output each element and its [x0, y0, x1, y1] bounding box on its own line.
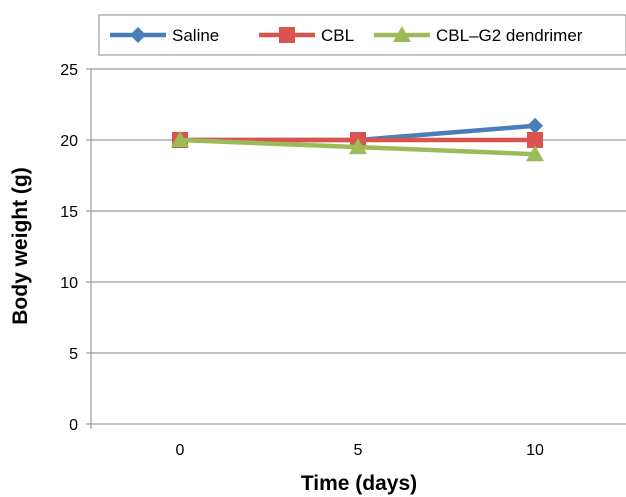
y-tick-labels: 0 5 10 15 20 25 — [60, 62, 78, 434]
y-tick-label: 15 — [60, 204, 78, 221]
legend-label: Saline — [172, 26, 219, 45]
y-tick-label: 10 — [60, 275, 78, 292]
data-point — [527, 117, 543, 134]
gridlines — [86, 68, 626, 425]
x-tick-label: 10 — [526, 442, 544, 459]
data-point — [526, 145, 544, 162]
x-tick-label: 0 — [176, 442, 185, 459]
legend: Saline CBL CBL–G2 dendrimer — [98, 14, 626, 56]
series-CBL–G2 dendrimer — [171, 131, 544, 162]
legend-swatch-marker — [130, 27, 146, 43]
legend-swatch-marker — [393, 26, 411, 42]
x-axis-title: Time (days) — [301, 472, 417, 495]
x-tick-label: 5 — [354, 442, 363, 459]
y-tick-label: 5 — [69, 346, 78, 363]
y-axis-title: Body weight (g) — [9, 167, 32, 324]
y-tick-label: 25 — [60, 62, 78, 79]
x-tick-labels: 0 5 10 — [176, 442, 544, 459]
data-point — [171, 131, 189, 147]
data-point — [349, 138, 367, 155]
legend-swatch-marker — [279, 27, 295, 43]
legend-box — [98, 14, 626, 56]
series-group — [171, 117, 544, 162]
y-tick-label: 0 — [69, 417, 78, 434]
data-point — [527, 132, 543, 148]
y-tick-label: 20 — [60, 133, 78, 150]
legend-label: CBL — [321, 26, 354, 45]
legend-label: CBL–G2 dendrimer — [436, 26, 583, 45]
axes — [90, 69, 626, 429]
